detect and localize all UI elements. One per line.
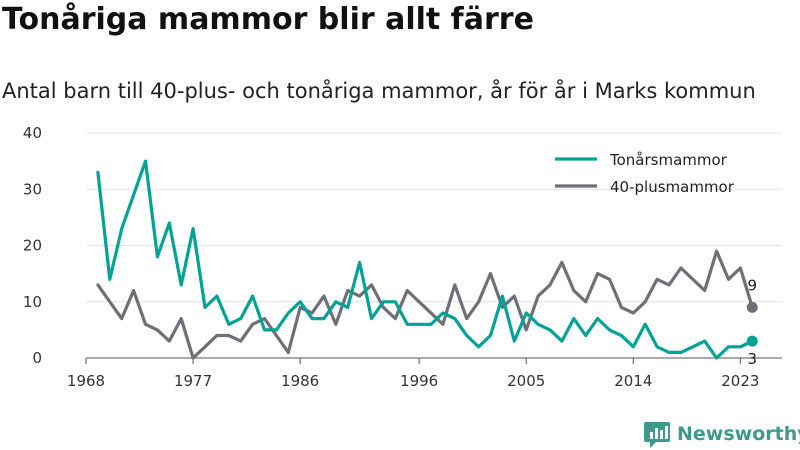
legend: Tonårsmammor 40-plusmammor	[555, 151, 735, 196]
y-axis: 0 10 20 30 40	[23, 124, 42, 367]
x-tick-label: 1977	[174, 372, 212, 390]
y-tick-label: 20	[23, 237, 42, 255]
newsworthy-logo-icon	[644, 422, 670, 448]
x-tick-label: 2005	[507, 372, 545, 390]
end-markers: 93	[746, 276, 758, 368]
chart-subtitle: Antal barn till 40-plus- och tonåriga ma…	[2, 79, 756, 103]
newsworthy-logo: Newsworthy	[644, 422, 800, 448]
end-label-0: 3	[747, 350, 757, 368]
end-point-0	[746, 335, 758, 347]
brand-name: Newsworthy	[677, 423, 800, 445]
x-tick-label: 1968	[67, 372, 105, 390]
y-tick-label: 30	[23, 180, 42, 198]
x-axis: 1968 1977 1986 1996 2005 2014 2023	[67, 358, 759, 390]
y-tick-label: 10	[23, 293, 42, 311]
legend-label-0: Tonårsmammor	[609, 151, 728, 169]
x-tick-label: 1986	[281, 372, 319, 390]
series-lines	[96, 159, 754, 360]
legend-label-1: 40-plusmammor	[610, 178, 735, 196]
end-label-1: 9	[747, 276, 757, 294]
series-line-0	[96, 159, 754, 360]
chart-title: Tonåriga mammor blir allt färre	[2, 2, 534, 37]
x-tick-label: 2023	[721, 372, 759, 390]
grid	[86, 132, 782, 359]
series-line-1	[96, 249, 754, 360]
x-tick-label: 2014	[614, 372, 652, 390]
y-tick-label: 40	[23, 124, 42, 142]
end-point-1	[746, 301, 758, 313]
x-tick-label: 1996	[400, 372, 438, 390]
y-tick-label: 0	[32, 349, 42, 367]
